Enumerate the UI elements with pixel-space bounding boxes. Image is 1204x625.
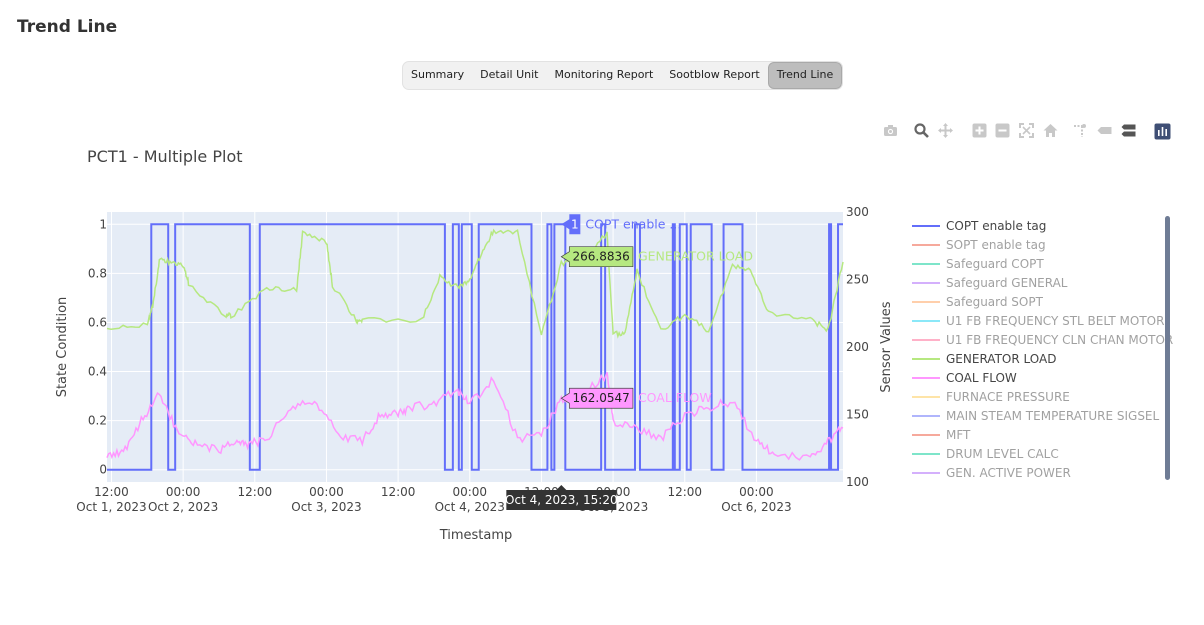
- series-line-coal-flow[interactable]: [106, 371, 844, 461]
- autoscale-icon[interactable]: [1018, 122, 1035, 139]
- hover-x-label-text: Oct 4, 2023, 15:20: [505, 493, 618, 507]
- series-line-generator-load[interactable]: [106, 228, 844, 339]
- x-tick-date-label: Oct 2, 2023: [148, 500, 218, 514]
- x-tick-label: 00:00: [452, 485, 487, 499]
- x-axis-title: Timestamp: [439, 528, 513, 543]
- tab-summary[interactable]: Summary: [411, 68, 465, 81]
- legend-item[interactable]: MAIN STEAM TEMPERATURE SIGSEL: [912, 409, 1160, 423]
- zoom-icon[interactable]: [913, 122, 930, 139]
- legend-label: DRUM LEVEL CALC: [946, 447, 1059, 461]
- legend-item[interactable]: FURNACE PRESSURE: [912, 390, 1070, 404]
- hover-compare-icon[interactable]: [1120, 122, 1137, 139]
- legend-label: GEN. ACTIVE POWER: [946, 466, 1071, 480]
- hover-x-label-box: [506, 485, 617, 510]
- hover-x-label: Oct 4, 2023, 15:20: [505, 485, 618, 510]
- zoom-out-icon[interactable]: [994, 122, 1011, 139]
- tab-sootblow-report[interactable]: Sootblow Report: [669, 68, 760, 81]
- x-tick-date-label: Oct 6, 2023: [721, 500, 791, 514]
- legend-label: MFT: [946, 428, 971, 442]
- legend-item[interactable]: U1 FB FREQUENCY STL BELT MOTOR: [912, 314, 1164, 328]
- hover-label-box: [561, 214, 581, 235]
- hover-label-series-name: GENERATOR LOAD: [638, 249, 753, 264]
- legend-item[interactable]: Safeguard SOPT: [912, 295, 1044, 309]
- x-tick-label: 12:00: [667, 485, 702, 499]
- legend-label: COPT enable tag: [946, 219, 1046, 233]
- hover-label-series-name: COPT enable ...: [585, 216, 681, 231]
- legend-label: COAL FLOW: [946, 371, 1017, 385]
- plot-area[interactable]: [107, 212, 843, 482]
- y2-axis-title: Sensor Values: [879, 301, 894, 392]
- legend-label: Safeguard GENERAL: [946, 276, 1068, 290]
- hover-label-value: 1: [571, 217, 579, 231]
- legend-item[interactable]: COAL FLOW: [912, 371, 1017, 385]
- x-tick-label: 00:00: [309, 485, 344, 499]
- hover-closest-icon[interactable]: [1096, 122, 1113, 139]
- hover-label-series-name: COAL FLOW: [638, 390, 712, 405]
- y2-tick-label: 250: [846, 273, 869, 287]
- tab-detail-unit[interactable]: Detail Unit: [480, 68, 539, 81]
- y-tick-label: 0.4: [88, 365, 107, 379]
- legend-item[interactable]: SOPT enable tag: [912, 238, 1046, 252]
- camera-icon[interactable]: [882, 122, 899, 139]
- y2-tick-label: 300: [846, 205, 869, 219]
- legend-item[interactable]: Safeguard COPT: [912, 257, 1044, 271]
- reset-axes-icon[interactable]: [1042, 122, 1059, 139]
- hover-label-box: [560, 387, 634, 409]
- legend-label: SOPT enable tag: [946, 238, 1046, 252]
- page-title: Trend Line: [17, 17, 118, 37]
- y-tick-label: 0: [99, 463, 107, 477]
- legend-item[interactable]: GENERATOR LOAD: [912, 352, 1056, 366]
- plotly-logo-icon[interactable]: [1154, 123, 1171, 140]
- y2-tick-label: 150: [846, 408, 869, 422]
- x-tick-date-label: Oct 1, 2023: [76, 500, 146, 514]
- hover-label-value: 162.0547: [573, 391, 630, 405]
- chart-title: PCT1 - Multiple Plot: [87, 147, 243, 166]
- hover-label-box: [560, 246, 634, 268]
- hover-label: 266.8836 GENERATOR LOAD: [560, 246, 753, 268]
- hover-label: 1 COPT enable ...: [561, 214, 681, 235]
- hover-label-value: 266.8836: [573, 250, 630, 264]
- x-tick-date-label: Oct 3, 2023: [291, 500, 361, 514]
- y2-tick-label: 200: [846, 340, 869, 354]
- y-tick-label: 0.6: [88, 315, 107, 329]
- y-tick-label: 1: [99, 217, 107, 231]
- legend-item[interactable]: COPT enable tag: [912, 219, 1046, 233]
- legend-label: Safeguard COPT: [946, 257, 1044, 271]
- legend-item[interactable]: DRUM LEVEL CALC: [912, 447, 1059, 461]
- legend-item[interactable]: MFT: [912, 428, 971, 442]
- y-axis-title: State Condition: [55, 297, 70, 398]
- tab-bar: Summary Detail Unit Monitoring Report So…: [402, 61, 844, 90]
- legend-label: U1 FB FREQUENCY STL BELT MOTOR: [946, 314, 1164, 328]
- tab-monitoring-report[interactable]: Monitoring Report: [554, 68, 654, 81]
- x-tick-label: 00:00: [739, 485, 774, 499]
- legend-item[interactable]: GEN. ACTIVE POWER: [912, 466, 1071, 480]
- legend-label: GENERATOR LOAD: [946, 352, 1056, 366]
- legend-scrollbar[interactable]: [1165, 216, 1170, 480]
- pan-icon[interactable]: [937, 122, 954, 139]
- zoom-in-icon[interactable]: [971, 122, 988, 139]
- legend-item[interactable]: Safeguard GENERAL: [912, 276, 1068, 290]
- x-tick-label: 12:00: [238, 485, 273, 499]
- y2-tick-label: 100: [846, 475, 869, 489]
- spike-lines-icon[interactable]: [1072, 122, 1089, 139]
- x-tick-label: 12:00: [381, 485, 416, 499]
- legend-label: MAIN STEAM TEMPERATURE SIGSEL: [946, 409, 1160, 423]
- x-tick-date-label: Oct 4, 2023: [435, 500, 505, 514]
- legend-label: Safeguard SOPT: [946, 295, 1044, 309]
- legend-label: FURNACE PRESSURE: [946, 390, 1070, 404]
- legend-item[interactable]: U1 FB FREQUENCY CLN CHAN MOTOR: [912, 333, 1173, 347]
- legend-label: U1 FB FREQUENCY CLN CHAN MOTOR: [946, 333, 1173, 347]
- y-tick-label: 0.2: [88, 414, 107, 428]
- y-tick-label: 0.8: [88, 266, 107, 280]
- tab-trend-line[interactable]: Trend Line: [767, 62, 843, 89]
- hover-label: 162.0547 COAL FLOW: [560, 387, 712, 409]
- x-tick-label: 00:00: [166, 485, 201, 499]
- x-tick-label: 12:00: [94, 485, 129, 499]
